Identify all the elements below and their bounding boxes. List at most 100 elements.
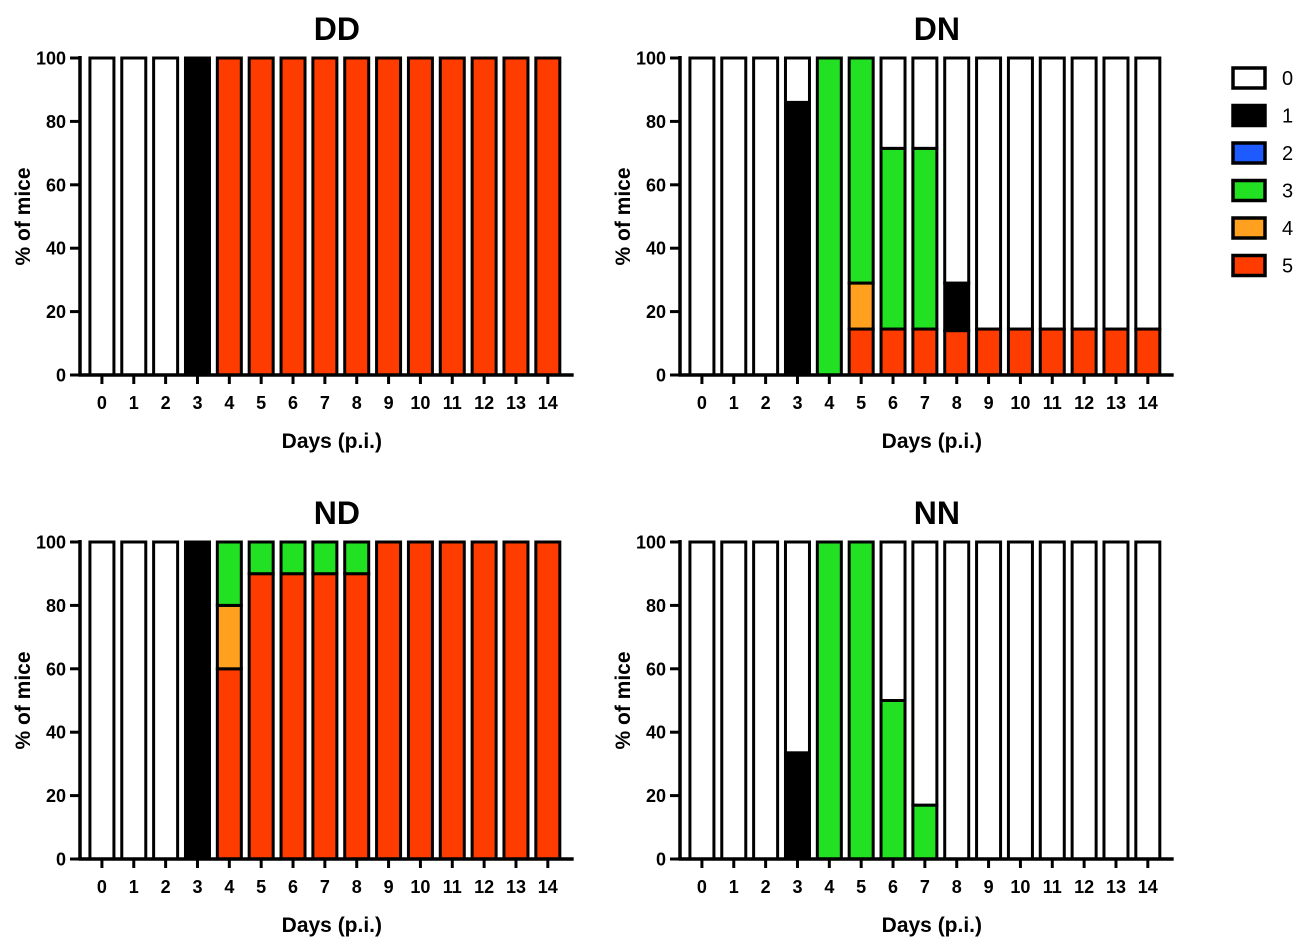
bar-segment: [502, 56, 530, 377]
y-axis-label: % of mice: [12, 651, 35, 749]
y-tick-label: 40: [46, 723, 66, 743]
bar-segment: [752, 56, 780, 377]
x-tick-label: 6: [888, 393, 898, 413]
bar-segment: [470, 540, 498, 861]
bar-segment: [1006, 540, 1034, 861]
x-axis-label: Days (p.i.): [882, 914, 982, 937]
x-tick-label: 1: [729, 393, 739, 413]
bar-segment: [879, 540, 907, 702]
bar-segment: [847, 281, 875, 331]
x-tick-label: 9: [984, 393, 994, 413]
y-tick-label: 100: [36, 533, 66, 553]
bar-segment: [1070, 56, 1098, 331]
panel-title: NN: [914, 495, 960, 531]
bar-segment: [1006, 327, 1034, 377]
x-tick-label: 1: [129, 393, 139, 413]
x-tick-label: 5: [856, 393, 866, 413]
bar-segment: [375, 540, 403, 861]
bar-segment: [911, 803, 939, 861]
bar-segment: [502, 540, 530, 861]
bar-segment: [183, 56, 211, 377]
y-tick-label: 60: [646, 659, 666, 679]
bar-segment: [752, 540, 780, 861]
x-tick-label: 9: [384, 393, 394, 413]
bar-segment: [847, 540, 875, 861]
bar-segment: [215, 56, 243, 377]
x-tick-label: 7: [920, 877, 930, 897]
x-tick-label: 6: [288, 877, 298, 897]
x-tick-label: 13: [1106, 877, 1126, 897]
x-tick-label: 4: [224, 393, 234, 413]
y-tick-label: 20: [46, 302, 66, 322]
bar-segment: [688, 56, 716, 377]
x-tick-label: 9: [984, 877, 994, 897]
x-tick-label: 1: [729, 877, 739, 897]
bar-segment: [247, 572, 275, 861]
x-tick-label: 6: [288, 393, 298, 413]
x-tick-label: 12: [1074, 877, 1094, 897]
y-tick-label: 60: [646, 175, 666, 195]
y-tick-label: 0: [56, 366, 66, 386]
x-tick-label: 10: [1010, 393, 1030, 413]
x-tick-label: 11: [443, 393, 462, 413]
y-tick-label: 100: [36, 49, 66, 69]
x-tick-label: 0: [697, 877, 707, 897]
y-tick-label: 40: [646, 239, 666, 259]
y-tick-label: 100: [636, 533, 666, 553]
bar-segment: [879, 699, 907, 861]
x-tick-label: 2: [761, 393, 771, 413]
bar-segment: [911, 56, 939, 150]
legend-swatch: [1231, 66, 1267, 90]
bar-segment: [534, 56, 562, 377]
x-tick-label: 13: [506, 393, 526, 413]
x-tick-label: 2: [161, 393, 171, 413]
legend-label: 4: [1282, 218, 1293, 240]
bar-segment: [215, 540, 243, 607]
bar-segment: [279, 540, 307, 576]
bar-segment: [943, 56, 971, 285]
legend-label: 0: [1282, 68, 1293, 90]
bar-segment: [88, 56, 116, 377]
x-tick-label: 2: [161, 877, 171, 897]
y-tick-label: 0: [656, 850, 666, 870]
x-tick-label: 3: [192, 393, 202, 413]
x-tick-label: 4: [224, 877, 234, 897]
x-tick-label: 8: [352, 393, 362, 413]
x-tick-label: 0: [97, 393, 107, 413]
y-tick-label: 60: [46, 659, 66, 679]
y-tick-label: 40: [646, 723, 666, 743]
legend-label: 1: [1282, 106, 1293, 128]
x-tick-label: 3: [792, 393, 802, 413]
x-tick-label: 11: [443, 877, 462, 897]
bar-segment: [783, 751, 811, 861]
x-tick-label: 4: [824, 393, 834, 413]
bar-segment: [975, 327, 1003, 377]
bar-segment: [534, 540, 562, 861]
legend: 0 1 2 3 4 5: [1231, 66, 1293, 278]
x-tick-label: 8: [352, 877, 362, 897]
x-tick-label: 4: [824, 877, 834, 897]
y-tick-label: 20: [646, 786, 666, 806]
bar-segment: [1006, 56, 1034, 331]
legend-label: 3: [1282, 181, 1293, 203]
x-tick-label: 0: [697, 393, 707, 413]
y-tick-label: 80: [46, 596, 66, 616]
bar-segment: [720, 56, 748, 377]
y-tick-label: 0: [56, 850, 66, 870]
x-tick-label: 7: [320, 393, 330, 413]
x-tick-label: 8: [952, 393, 962, 413]
bar-segment: [311, 540, 339, 576]
y-axis-label: % of mice: [12, 167, 35, 265]
bar-segment: [847, 327, 875, 377]
panel-title: DN: [914, 11, 960, 47]
x-axis-label: Days (p.i.): [282, 430, 382, 453]
bar-segment: [1134, 540, 1162, 861]
bar-segment: [406, 540, 434, 861]
bar-segment: [438, 540, 466, 861]
bar-segment: [815, 540, 843, 861]
y-tick-label: 20: [46, 786, 66, 806]
x-tick-label: 8: [952, 877, 962, 897]
legend-swatch: [1231, 103, 1267, 128]
bar-segment: [1134, 56, 1162, 331]
